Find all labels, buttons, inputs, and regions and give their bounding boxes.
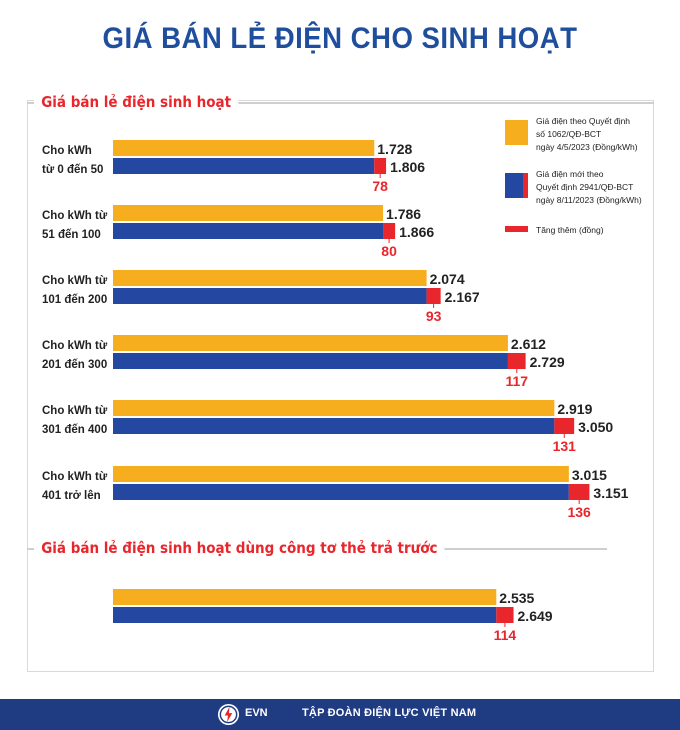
footer: EVN TẬP ĐOÀN ĐIỆN LỰC VIỆT NAM [0, 699, 680, 730]
tier-2-old-bar [113, 205, 384, 221]
category-label-1-line2: từ 0 đến 50 [42, 164, 103, 176]
tier-3-new-bar [113, 288, 427, 304]
category-label-5-line1: Cho kWh từ [42, 405, 108, 417]
footer-organization: TẬP ĐOÀN ĐIỆN LỰC VIỆT NAM [302, 707, 477, 719]
tier-5-increase-bar [554, 418, 575, 434]
tier-4-old-label: 2.612 [511, 336, 546, 352]
tier-1-new-label: 1.806 [390, 159, 425, 175]
prepaid-new-label: 2.649 [518, 608, 553, 624]
tier-6-old-label: 3.015 [572, 467, 607, 483]
tier-5-old-label: 2.919 [557, 401, 592, 417]
tier-4-new-bar [113, 353, 508, 369]
legend-old-text-1: Giá điện theo Quyết định [536, 116, 630, 126]
prepaid-old-bar [113, 589, 497, 605]
tier-4-increase-label: 117 [505, 373, 528, 389]
legend-new-swatch-accent [523, 173, 528, 198]
tier-3-old-label: 2.074 [430, 271, 465, 287]
tier-4-old-bar [113, 335, 508, 351]
tier-2-new-bar [113, 223, 384, 239]
tier-3-new-label: 2.167 [445, 289, 480, 305]
tier-1-increase-bar [374, 158, 387, 174]
category-label-1-line1: Cho kWh [42, 145, 92, 157]
tier-1-increase-label: 78 [372, 178, 388, 194]
tier-2-new-label: 1.866 [399, 224, 434, 240]
legend-increase-text: Tăng thêm (đồng) [536, 225, 604, 235]
prepaid-new-bar [113, 607, 497, 623]
tier-1-new-bar [113, 158, 375, 174]
category-label-4-line2: 201 đến 300 [42, 359, 107, 371]
prepaid-increase-bar [496, 607, 514, 623]
tier-4-increase-bar [507, 353, 526, 369]
category-label-6-line2: 401 trở lên [42, 490, 101, 502]
category-label-2-line1: Cho kWh từ [42, 210, 108, 222]
section1-title: Giá bán lẻ điện sinh hoạt [34, 93, 239, 111]
tier-1-old-bar [113, 140, 375, 156]
tier-6-increase-bar [568, 484, 590, 500]
chart-frame [27, 100, 654, 672]
legend-old-swatch [505, 120, 528, 145]
tier-6-new-label: 3.151 [593, 485, 628, 501]
category-label-6-line1: Cho kWh từ [42, 471, 108, 483]
tier-5-new-bar [113, 418, 555, 434]
tier-5-increase-label: 131 [553, 438, 577, 454]
tier-2-increase-label: 80 [381, 243, 397, 259]
tier-6-new-bar [113, 484, 569, 500]
prepaid-increase-label: 114 [494, 627, 517, 643]
tier-3-increase-bar [426, 288, 441, 304]
section2-title: Giá bán lẻ điện sinh hoạt dùng công tơ t… [34, 539, 445, 557]
tier-5-old-bar [113, 400, 555, 416]
tier-2-increase-bar [383, 223, 396, 239]
evn-logo-icon [217, 703, 240, 726]
legend-old-text-2: số 1062/QĐ-BCT [536, 129, 601, 139]
legend-increase-swatch [505, 226, 528, 232]
tier-4-new-label: 2.729 [530, 354, 565, 370]
footer-logo-text: EVN [245, 707, 268, 719]
tier-3-increase-label: 93 [426, 308, 442, 324]
legend-new-text-2: Quyết định 2941/QĐ-BCT [536, 182, 633, 192]
tier-6-increase-label: 136 [567, 504, 591, 520]
section1-rule [27, 102, 654, 104]
category-label-4-line1: Cho kWh từ [42, 340, 108, 352]
tier-2-old-label: 1.786 [386, 206, 421, 222]
category-label-5-line2: 301 đến 400 [42, 424, 107, 436]
legend-old-text-3: ngày 4/5/2023 (Đồng/kWh) [536, 142, 638, 152]
prepaid-old-label: 2.535 [499, 590, 534, 606]
legend-new-text-3: ngày 8/11/2023 (Đồng/kWh) [536, 195, 642, 205]
category-label-3-line1: Cho kWh từ [42, 275, 108, 287]
category-label-3-line2: 101 đến 200 [42, 294, 107, 306]
tier-6-old-bar [113, 466, 569, 482]
tier-1-old-label: 1.728 [377, 141, 412, 157]
legend-new-text-1: Giá điện mới theo [536, 169, 604, 179]
page-title: GIÁ BÁN LẺ ĐIỆN CHO SINH HOẠT [102, 22, 578, 55]
legend-new-swatch [505, 173, 528, 198]
category-label-2-line2: 51 đến 100 [42, 229, 101, 241]
tier-3-old-bar [113, 270, 427, 286]
tier-5-new-label: 3.050 [578, 419, 613, 435]
